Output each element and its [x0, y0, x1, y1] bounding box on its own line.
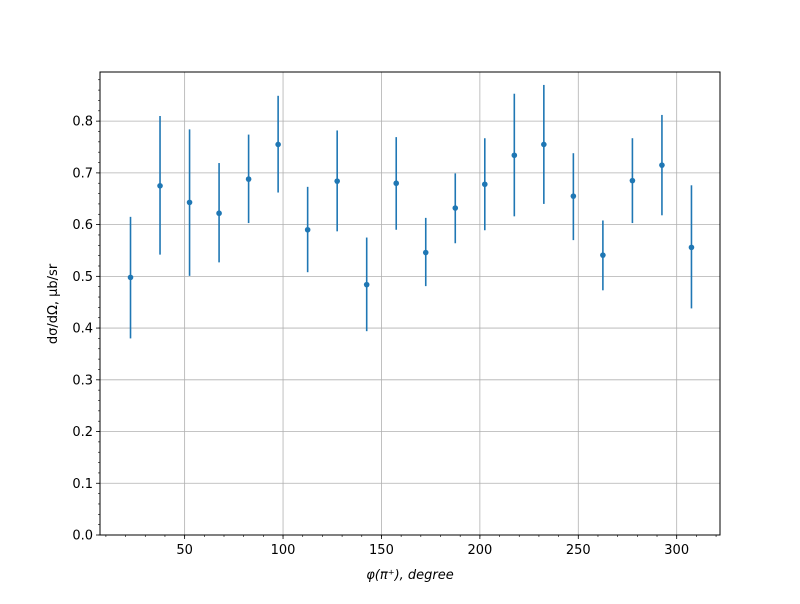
data-point [157, 183, 163, 189]
data-point [511, 152, 518, 159]
data-point [127, 274, 134, 281]
y-tick-label: 0.3 [72, 373, 93, 388]
grid-lines [100, 72, 720, 536]
x-tick-label: 100 [271, 543, 296, 558]
y-tick-label: 0.5 [72, 270, 93, 285]
data-point [334, 178, 340, 184]
x-tick-label: 200 [467, 543, 492, 558]
x-axis-label: φ(π⁺), degree [366, 568, 454, 583]
major-ticks: 50 100 150 200 250 300 0.0 0.1 0.2 0.3 0.4 0.5 0.6 0.… [72, 115, 689, 558]
data-point [216, 210, 222, 217]
data-point [600, 252, 606, 258]
data-point [393, 180, 400, 187]
y-tick-label: 0.2 [72, 425, 93, 440]
data-point [688, 244, 695, 251]
data-point [275, 141, 281, 148]
data-point [541, 141, 547, 148]
data-point [304, 226, 311, 233]
x-tick-label: 250 [566, 543, 591, 558]
data-point [363, 281, 370, 288]
y-axis-label: dσ/dΩ, μb/sr [46, 263, 61, 344]
data-point [570, 193, 577, 199]
data-point [659, 162, 665, 168]
data-series [127, 84, 695, 339]
y-tick-label: 0.7 [72, 166, 93, 181]
x-tick-label: 150 [369, 543, 394, 558]
y-tick-label: 0.6 [72, 218, 93, 233]
x-tick-label: 300 [664, 543, 689, 558]
data-point [422, 249, 429, 256]
data-point [629, 177, 636, 184]
y-tick-label: 0.8 [72, 115, 93, 130]
y-tick-label: 0.4 [72, 322, 93, 337]
y-tick-label: 0.1 [72, 477, 93, 492]
y-tick-label: 0.0 [72, 529, 93, 544]
plot-frame [99, 71, 721, 536]
data-point [452, 205, 459, 211]
x-tick-label: 50 [176, 543, 193, 558]
data-point [481, 181, 488, 188]
data-point [245, 176, 252, 182]
data-point [186, 199, 193, 206]
